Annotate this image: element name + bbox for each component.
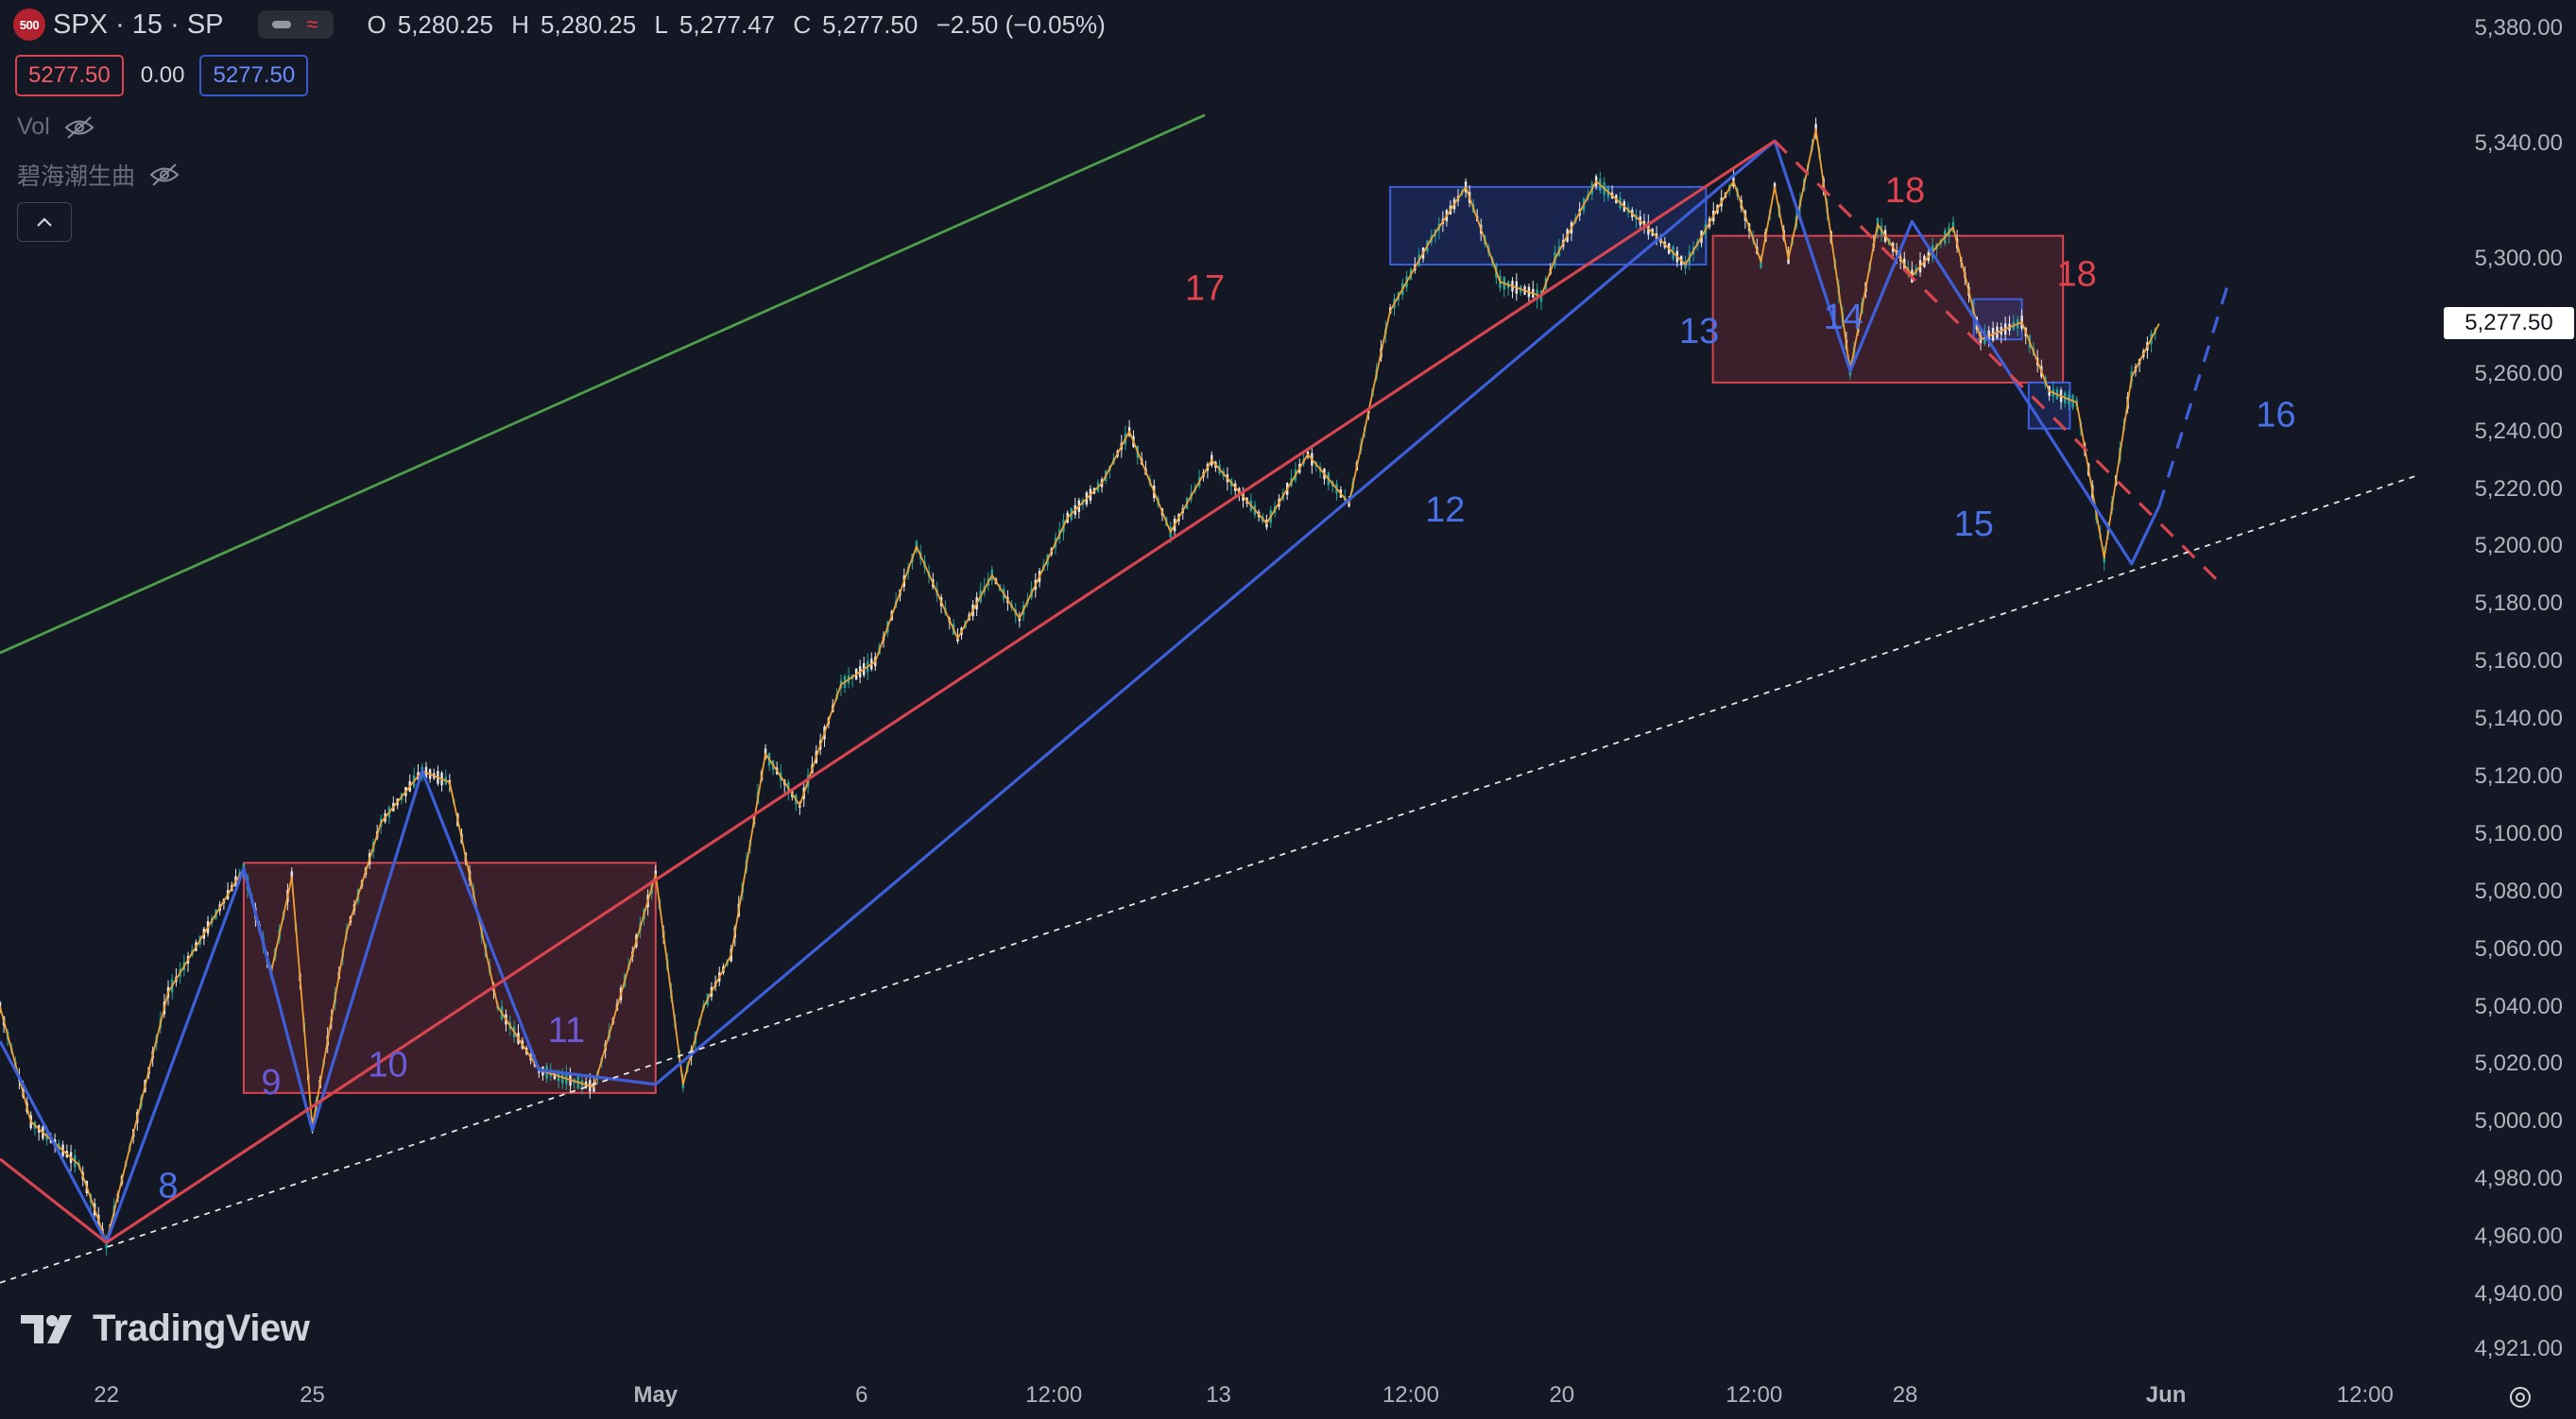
lines-layer: [0, 113, 2421, 1284]
blue_wave-line: [0, 139, 2161, 1244]
ohlc-values: O 5,280.25 H 5,280.25 L 5,277.47 C 5,277.50 …: [368, 10, 1117, 40]
price-tick-label: 5,260.00: [2474, 360, 2563, 386]
price-tick-label: 4,921.00: [2474, 1335, 2563, 1361]
time-tick-label: 12:00: [1025, 1382, 1083, 1408]
price-tick-label: 5,300.00: [2474, 245, 2563, 271]
zones-layer: [242, 185, 2071, 1094]
change-value: −2.50 (−0.05%): [936, 9, 1106, 39]
price-tick-label: 5,380.00: [2474, 15, 2563, 42]
price-tick-label: 4,960.00: [2474, 1223, 2563, 1250]
wave-label: 18: [2057, 254, 2097, 294]
settings-button[interactable]: [2506, 1383, 2534, 1416]
price-tick-label: 5,220.00: [2474, 475, 2563, 502]
demand-zone: [1389, 185, 1708, 266]
wave-label: 11: [548, 1011, 585, 1051]
high-key: H: [511, 9, 529, 39]
time-tick-label: 20: [1549, 1382, 1575, 1408]
spread-value: 0.00: [140, 62, 185, 88]
high-value: 5,280.25: [540, 9, 637, 39]
wave-label: 10: [368, 1046, 407, 1086]
last-price-label: 5,277.50: [2444, 307, 2574, 340]
eye-hidden-icon[interactable]: [148, 162, 180, 187]
indicator-custom-label: 碧海潮生曲: [17, 163, 136, 190]
price-tick-label: 5,040.00: [2474, 993, 2563, 1019]
symbol-title[interactable]: SPX · 15 · SP: [53, 9, 224, 40]
indicator-vol[interactable]: Vol: [17, 113, 95, 141]
open-key: O: [367, 9, 386, 39]
price-tick-label: 5,140.00: [2474, 706, 2563, 732]
wave-label: 12: [1425, 490, 1465, 530]
red_wave-line: [0, 139, 1776, 1244]
price-tick-label: 5,020.00: [2474, 1051, 2563, 1077]
time-tick-label: 12:00: [1382, 1382, 1439, 1408]
price-tick-label: 5,200.00: [2474, 533, 2563, 559]
indicator-vol-label: Vol: [17, 113, 50, 140]
buy-price-button[interactable]: 5277.50: [199, 55, 309, 96]
price-tick-label: 5,080.00: [2474, 878, 2563, 904]
tradingview-logo-icon: [21, 1314, 72, 1343]
low-value: 5,277.47: [678, 9, 776, 39]
low-key: L: [654, 9, 668, 39]
wave-label: 15: [1954, 504, 1994, 544]
symbol-logo-icon: 500: [13, 9, 45, 41]
time-tick-label: Jun: [2145, 1382, 2187, 1408]
sell-price-button[interactable]: 5277.50: [15, 55, 124, 96]
orange_wave-line: [0, 128, 2160, 1244]
collapse-indicators-button[interactable]: [17, 202, 72, 242]
indicator-custom[interactable]: 碧海潮生曲: [17, 158, 180, 192]
price-tick-label: 5,340.00: [2474, 130, 2563, 157]
supply-zone: [242, 862, 657, 1094]
supply-zone: [1711, 234, 2065, 384]
wave-label: 8: [158, 1166, 178, 1205]
watermark-text: TradingView: [93, 1308, 310, 1349]
chevron-up-icon: [37, 217, 52, 227]
wave-label: 14: [1824, 298, 1863, 337]
wave-label: 17: [1185, 269, 1225, 309]
blue_wave-projection: [2157, 283, 2230, 507]
wave-label: 9: [261, 1063, 281, 1103]
symbol-legend: 500 SPX · 15 · SP ≈ O 5,280.25 H 5,280.25 …: [13, 8, 1117, 42]
time-tick-label: 6: [855, 1382, 868, 1408]
price-tick-label: 4,980.00: [2474, 1166, 2563, 1192]
time-tick-label: 13: [1206, 1382, 1231, 1408]
time-tick-label: 25: [300, 1382, 325, 1408]
price-tick-label: 4,940.00: [2474, 1280, 2563, 1307]
wave-label: 16: [2256, 395, 2295, 435]
price-tick-label: 5,160.00: [2474, 648, 2563, 675]
wave-icon: ≈: [306, 12, 318, 36]
open-value: 5,280.25: [397, 9, 493, 39]
time-tick-label: May: [633, 1382, 678, 1408]
legend-toggle-button[interactable]: ≈: [257, 10, 334, 39]
wave-labels-layer: 8 9 10 11 12 13 14 15 16 17 18 18: [158, 171, 2295, 1205]
collapse-bar-icon: [272, 21, 292, 28]
time-tick-label: 12:00: [1726, 1382, 1783, 1408]
time-tick-label: 28: [1892, 1382, 1918, 1408]
close-value: 5,277.50: [822, 9, 919, 39]
tradingview-watermark[interactable]: TradingView: [21, 1308, 310, 1350]
trade-boxes: 5277.50 0.00 5277.50: [15, 55, 309, 96]
price-tick-label: 5,120.00: [2474, 762, 2563, 789]
price-tick-label: 5,000.00: [2474, 1108, 2563, 1135]
price-tick-label: 5,180.00: [2474, 590, 2563, 617]
wave-label: 18: [1885, 171, 1925, 211]
price-tick-label: 5,100.00: [2474, 820, 2563, 846]
eye-hidden-icon[interactable]: [63, 115, 95, 140]
red_wave-projection: [1773, 140, 2223, 586]
close-key: C: [793, 9, 812, 39]
price-tick-label: 5,240.00: [2474, 418, 2563, 444]
gear-icon: [2510, 1387, 2531, 1408]
green_trend-line: [0, 113, 1206, 655]
time-tick-label: 22: [94, 1382, 119, 1408]
wave-label: 13: [1679, 312, 1719, 351]
price-tick-label: 5,060.00: [2474, 935, 2563, 962]
time-tick-label: 12:00: [2336, 1382, 2394, 1408]
